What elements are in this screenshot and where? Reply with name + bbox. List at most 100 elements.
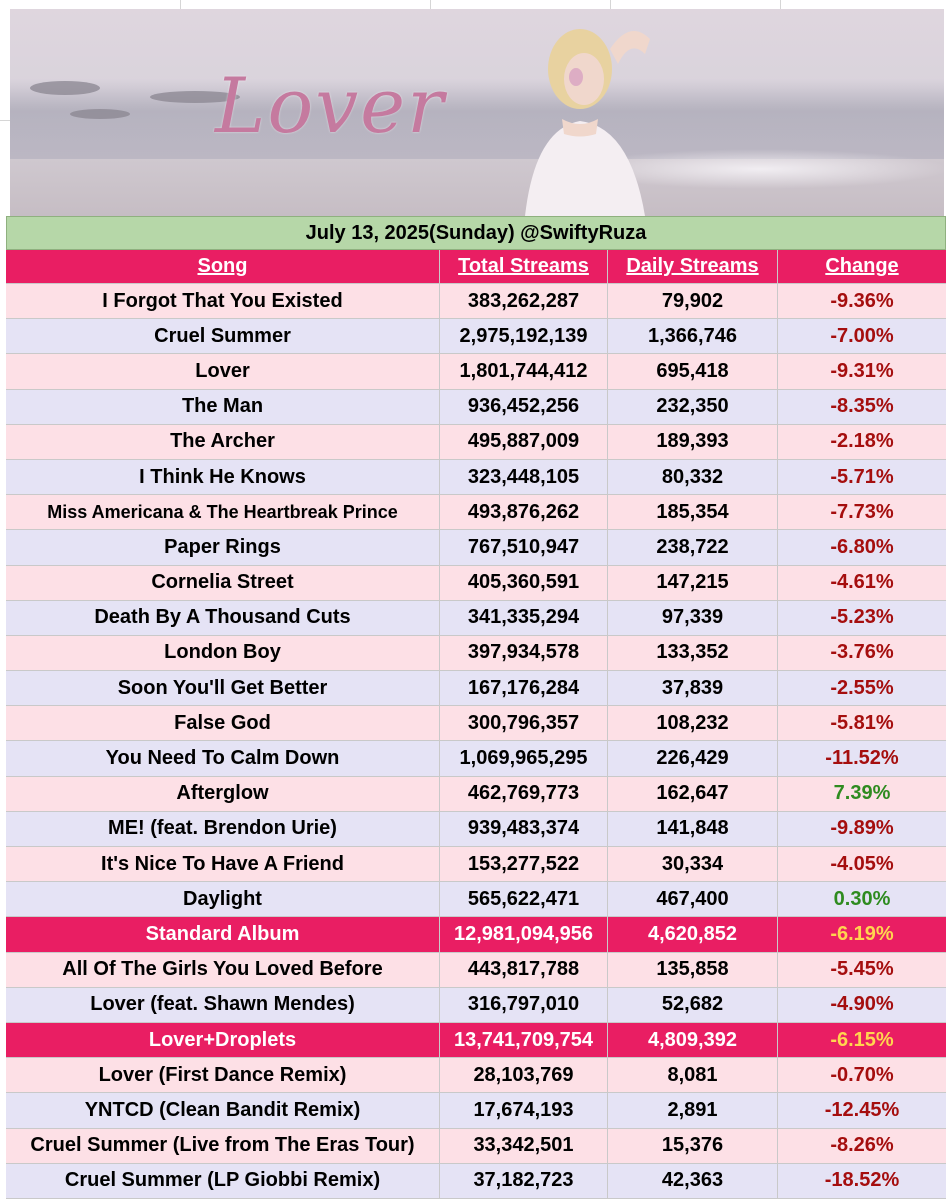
table-header-row: Song Total Streams Daily Streams Change bbox=[6, 250, 946, 284]
table-row: Lover (feat. Shawn Mendes) 316,797,010 52,… bbox=[6, 987, 946, 1023]
summary-row: Lover+Droplets 13,741,709,754 4,809,392 -6.… bbox=[6, 1022, 946, 1059]
album-cover-photo: Lover bbox=[10, 9, 944, 216]
song-cell: Death By A Thousand Cuts bbox=[6, 600, 440, 635]
change-cell: -4.05% bbox=[830, 852, 894, 875]
song-cell: It's Nice To Have A Friend bbox=[6, 847, 440, 882]
rock-shape bbox=[150, 91, 240, 103]
daily-streams-cell: 79,902 bbox=[608, 284, 778, 319]
total-streams-cell: 493,876,262 bbox=[440, 495, 608, 530]
sheet-gridline bbox=[0, 120, 10, 121]
daily-streams-cell: 226,429 bbox=[608, 741, 778, 776]
daily-streams-cell: 108,232 bbox=[608, 706, 778, 741]
table-body: I Forgot That You Existed 383,262,287 79,9… bbox=[6, 284, 946, 1199]
daily-streams-cell: 15,376 bbox=[608, 1128, 778, 1163]
song-cell: I Think He Knows bbox=[6, 459, 440, 495]
total-streams-cell: 316,797,010 bbox=[440, 987, 608, 1022]
change-cell: -5.71% bbox=[830, 465, 894, 488]
song-cell: Standard Album bbox=[6, 917, 440, 952]
change-cell: -2.18% bbox=[830, 430, 894, 453]
total-streams-cell: 936,452,256 bbox=[440, 389, 608, 424]
song-cell: Cornelia Street bbox=[6, 565, 440, 600]
song-cell: I Forgot That You Existed bbox=[6, 284, 440, 319]
change-cell: 7.39% bbox=[833, 782, 891, 805]
table-row: It's Nice To Have A Friend 153,277,522 30,… bbox=[6, 847, 946, 883]
table-row: YNTCD (Clean Bandit Remix) 17,674,193 2,89… bbox=[6, 1093, 946, 1129]
total-streams-cell: 462,769,773 bbox=[440, 776, 608, 811]
table-row: Cruel Summer (Live from The Eras Tour) 33… bbox=[6, 1128, 946, 1164]
daily-streams-cell: 1,366,746 bbox=[608, 319, 778, 354]
change-cell: -7.00% bbox=[830, 324, 894, 347]
total-streams-cell: 37,182,723 bbox=[440, 1163, 608, 1198]
rock-shape bbox=[30, 81, 100, 95]
daily-streams-cell: 30,334 bbox=[608, 847, 778, 882]
total-streams-cell: 13,741,709,754 bbox=[440, 1022, 608, 1058]
total-streams-cell: 300,796,357 bbox=[440, 706, 608, 741]
change-cell: -8.26% bbox=[830, 1134, 894, 1157]
total-streams-cell: 495,887,009 bbox=[440, 424, 608, 459]
table-row: Miss Americana & The Heartbreak Prince 49… bbox=[6, 495, 946, 531]
song-cell: The Archer bbox=[6, 424, 440, 459]
total-streams-cell: 405,360,591 bbox=[440, 565, 608, 600]
change-cell: -9.36% bbox=[830, 289, 894, 312]
daily-streams-cell: 232,350 bbox=[608, 389, 778, 424]
total-streams-cell: 565,622,471 bbox=[440, 882, 608, 917]
daily-streams-cell: 141,848 bbox=[608, 811, 778, 846]
total-streams-cell: 12,981,094,956 bbox=[440, 917, 608, 952]
daily-streams-cell: 42,363 bbox=[608, 1163, 778, 1198]
daily-streams-cell: 238,722 bbox=[608, 530, 778, 565]
change-cell: -0.70% bbox=[830, 1063, 894, 1086]
song-cell: All Of The Girls You Loved Before bbox=[6, 952, 440, 987]
change-cell: -5.45% bbox=[830, 958, 894, 981]
table-row: False God 300,796,357 108,232 -5.81% bbox=[6, 706, 946, 742]
table-row: The Man 936,452,256 232,350 -8.35% bbox=[6, 389, 946, 425]
table-row: Afterglow 462,769,773 162,647 7.39% bbox=[6, 776, 946, 812]
change-cell: -3.76% bbox=[830, 641, 894, 664]
daily-streams-cell: 467,400 bbox=[608, 882, 778, 917]
song-cell: London Boy bbox=[6, 635, 440, 671]
total-streams-cell: 2,975,192,139 bbox=[440, 319, 608, 354]
table-row: Lover 1,801,744,412 695,418 -9.31% bbox=[6, 354, 946, 390]
table-row: Lover (First Dance Remix) 28,103,769 8,081… bbox=[6, 1058, 946, 1094]
table-row: Cruel Summer (LP Giobbi Remix) 37,182,723… bbox=[6, 1163, 946, 1199]
song-cell: Lover (First Dance Remix) bbox=[6, 1058, 440, 1093]
table-row: Cruel Summer 2,975,192,139 1,366,746 -7.00% bbox=[6, 319, 946, 355]
total-streams-cell: 153,277,522 bbox=[440, 847, 608, 882]
song-cell: Lover+Droplets bbox=[6, 1022, 440, 1058]
daily-streams-cell: 695,418 bbox=[608, 354, 778, 389]
change-cell: -7.73% bbox=[830, 500, 894, 523]
daily-streams-cell: 4,620,852 bbox=[608, 917, 778, 952]
sea-backdrop bbox=[10, 79, 944, 159]
sheet-gridline bbox=[610, 0, 611, 10]
daily-streams-cell: 147,215 bbox=[608, 565, 778, 600]
change-cell: -11.52% bbox=[825, 747, 899, 770]
daily-streams-cell: 97,339 bbox=[608, 600, 778, 635]
total-streams-cell: 1,801,744,412 bbox=[440, 354, 608, 389]
streams-table: July 13, 2025(Sunday) @SwiftyRuza Song T… bbox=[6, 216, 946, 1199]
table-row: Daylight 565,622,471 467,400 0.30% bbox=[6, 882, 946, 918]
song-cell: Cruel Summer bbox=[6, 319, 440, 354]
total-streams-cell: 323,448,105 bbox=[440, 459, 608, 495]
total-streams-cell: 443,817,788 bbox=[440, 952, 608, 987]
sheet-gridline bbox=[430, 0, 431, 10]
table-row: Soon You'll Get Better 167,176,284 37,839 -… bbox=[6, 671, 946, 707]
sheet-gridline bbox=[180, 0, 181, 10]
song-cell: The Man bbox=[6, 389, 440, 424]
table-row: You Need To Calm Down 1,069,965,295 226,42… bbox=[6, 741, 946, 777]
sheet-gridline bbox=[780, 0, 781, 10]
table-row: All Of The Girls You Loved Before 443,817… bbox=[6, 952, 946, 988]
song-cell: Lover (feat. Shawn Mendes) bbox=[6, 987, 440, 1022]
artist-silhouette bbox=[525, 29, 650, 216]
change-cell: -9.89% bbox=[830, 817, 894, 840]
song-cell: Soon You'll Get Better bbox=[6, 671, 440, 706]
total-streams-cell: 397,934,578 bbox=[440, 635, 608, 671]
change-column-header: Change bbox=[825, 255, 899, 277]
total-streams-cell: 1,069,965,295 bbox=[440, 741, 608, 776]
daily-streams-cell: 133,352 bbox=[608, 635, 778, 671]
total-streams-cell: 28,103,769 bbox=[440, 1058, 608, 1093]
table-row: ME! (feat. Brendon Urie) 939,483,374 141,8… bbox=[6, 811, 946, 847]
daily-streams-cell: 189,393 bbox=[608, 424, 778, 459]
song-cell: Daylight bbox=[6, 882, 440, 917]
change-cell: -12.45% bbox=[824, 1098, 900, 1121]
table-row: London Boy 397,934,578 133,352 -3.76% bbox=[6, 635, 946, 672]
daily-streams-cell: 52,682 bbox=[608, 987, 778, 1022]
